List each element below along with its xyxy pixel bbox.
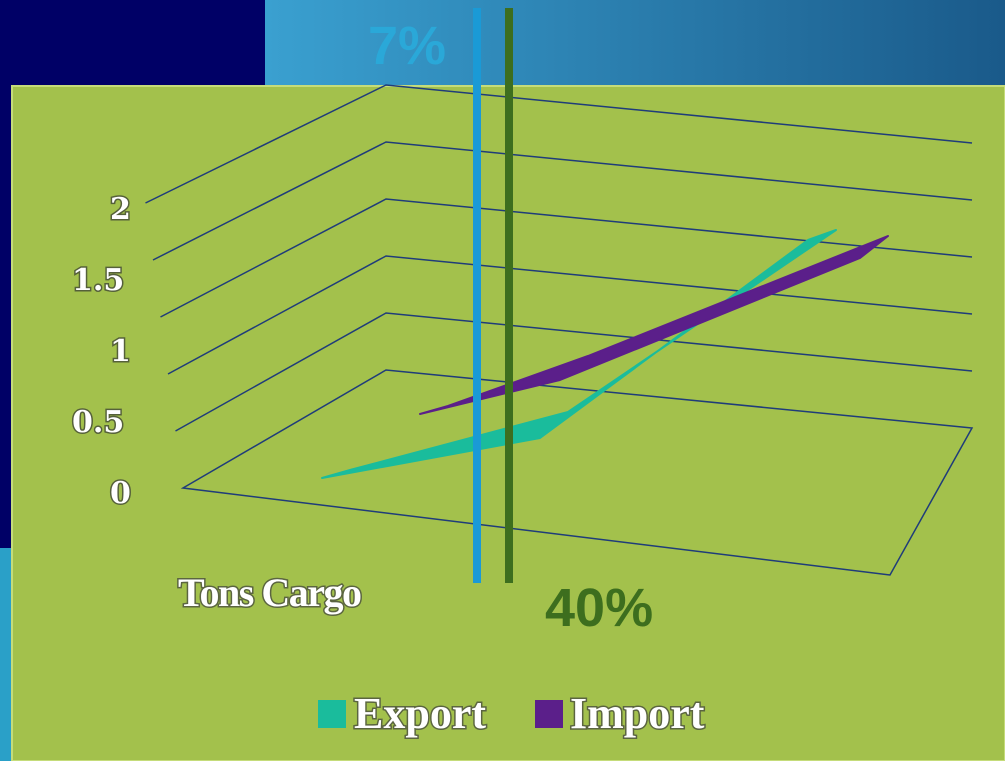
gridline [175, 312, 973, 432]
y-tick-label: 0.5 [72, 405, 124, 440]
y-tick-label: 2 [110, 192, 131, 227]
x-category-label: Tons Cargo [178, 570, 361, 615]
legend-swatch-export [318, 700, 346, 728]
marker-label-green: 40% [545, 578, 653, 638]
series [321, 229, 889, 479]
series-ribbon-import [419, 235, 889, 415]
legend: Export Import [318, 688, 706, 740]
gridline [152, 141, 973, 261]
gridline [167, 255, 973, 375]
series-ribbon-export [321, 229, 837, 479]
gridlines [145, 84, 973, 432]
marker-label-blue: 7% [368, 16, 446, 76]
y-tick-label: 1 [110, 334, 131, 369]
chart-floor [180, 369, 974, 576]
y-tick-label: 0 [110, 476, 131, 511]
marker-lines [473, 8, 513, 583]
legend-label-import: Import [570, 689, 705, 738]
y-axis-ticks: 0 0.5 1 1.5 2 [71, 191, 133, 513]
gridline [145, 84, 973, 204]
floor-plane [180, 369, 974, 576]
legend-swatch-import [535, 700, 563, 728]
gridline [160, 198, 973, 318]
y-tick-label: 1.5 [72, 263, 124, 298]
header-band [265, 0, 1005, 92]
legend-label-export: Export [354, 689, 486, 738]
